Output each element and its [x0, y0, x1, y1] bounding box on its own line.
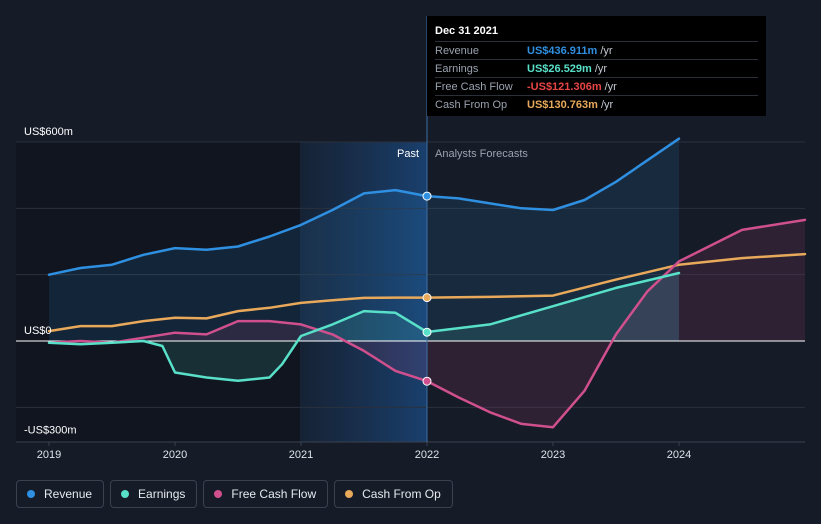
- tooltip-label: Cash From Op: [435, 98, 508, 111]
- tooltip-unit: /yr: [594, 62, 608, 75]
- x-tick-label: 2023: [541, 449, 565, 461]
- legend-item-cash-from-op[interactable]: Cash From Op: [334, 480, 453, 508]
- x-tick-label: 2024: [667, 449, 691, 461]
- x-tick-label: 2019: [37, 449, 61, 461]
- x-tick-label: 2020: [163, 449, 187, 461]
- x-tick-label: 2022: [415, 449, 439, 461]
- tooltip-unit: /yr: [600, 44, 613, 57]
- tooltip-label: Revenue: [435, 44, 480, 57]
- legend-item-earnings[interactable]: Earnings: [110, 480, 198, 508]
- y-axis-label: US$0: [24, 325, 52, 337]
- earnings-marker: [422, 327, 432, 337]
- legend-label: Cash From Op: [362, 487, 441, 501]
- legend-item-revenue[interactable]: Revenue: [16, 480, 105, 508]
- forecast-label: Analysts Forecasts: [435, 148, 528, 160]
- legend: Revenue Earnings Free Cash Flow Cash Fro…: [16, 480, 459, 508]
- cfo-line: [47, 252, 807, 333]
- past-region-dark: [16, 142, 300, 442]
- tooltip-row-earnings: Earnings US$26.529m /yr: [435, 59, 758, 77]
- tooltip-row-revenue: Revenue US$436.911m /yr: [435, 41, 758, 59]
- legend-label: Free Cash Flow: [231, 487, 317, 501]
- x-tick-label: 2021: [289, 449, 313, 461]
- tooltip-label: Free Cash Flow: [435, 80, 513, 93]
- fcf-area: [49, 219, 805, 428]
- tooltip-row-fcf: Free Cash Flow -US$121.306m /yr: [435, 77, 758, 95]
- fcf-dot-icon: [214, 490, 223, 498]
- tooltip-value: US$130.763m: [527, 98, 598, 111]
- tooltip-date: Dec 31 2021: [435, 25, 498, 37]
- legend-item-free-cash-flow[interactable]: Free Cash Flow: [203, 480, 329, 508]
- chart-area: Past Analysts Forecasts US$600m US$0 -US$300…: [16, 16, 807, 461]
- legend-label: Revenue: [44, 487, 93, 501]
- fcf-line: [47, 218, 807, 429]
- tooltip: Dec 31 2021 Revenue US$436.911m /yr Earn…: [427, 16, 766, 116]
- earnings-dot-icon: [121, 490, 130, 498]
- y-axis-label: -US$300m: [24, 425, 77, 437]
- cfo-dot-icon: [345, 490, 354, 498]
- tooltip-value: US$26.529m: [527, 62, 592, 75]
- tooltip-value: -US$121.306m: [527, 80, 602, 93]
- earnings-area: [49, 273, 679, 381]
- revenue-line: [47, 137, 681, 276]
- revenue-dot-icon: [27, 490, 35, 498]
- revenue-area: [49, 138, 679, 341]
- cfo-marker: [422, 293, 432, 303]
- legend-label: Earnings: [138, 487, 186, 501]
- y-axis-label: US$600m: [24, 126, 73, 138]
- tooltip-unit: /yr: [600, 98, 614, 111]
- tooltip-label: Earnings: [435, 62, 479, 75]
- tooltip-value: US$436.911m: [527, 44, 598, 57]
- tooltip-row-cfo: Cash From Op US$130.763m /yr: [435, 95, 758, 113]
- past-label: Past: [397, 148, 419, 160]
- revenue-marker: [422, 191, 432, 201]
- fcf-marker: [422, 376, 432, 386]
- tooltip-unit: /yr: [604, 80, 617, 93]
- earnings-line: [47, 271, 681, 383]
